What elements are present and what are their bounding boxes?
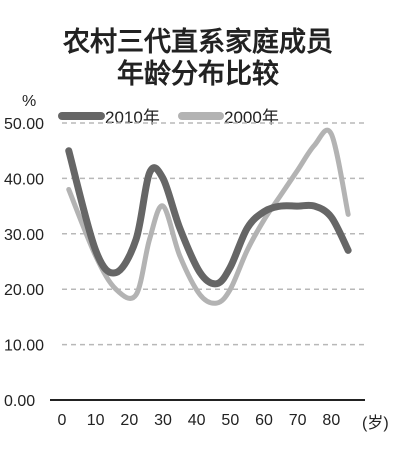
chart-title-line-1: 农村三代直系家庭成员: [62, 26, 333, 58]
legend-label-2000: 2000年: [224, 108, 279, 127]
x-tick-label: 30: [154, 412, 172, 429]
y-axis-ticks: 0.00 10.00 20.00 30.00 40.00 50.00: [4, 116, 44, 410]
x-tick-label: 20: [120, 412, 138, 429]
legend-label-2010: 2010年: [105, 108, 160, 127]
y-axis-unit-label: %: [22, 93, 36, 110]
x-tick-label: 50: [221, 412, 239, 429]
x-tick-label: 40: [188, 412, 206, 429]
x-axis-ticks: 0 10 20 30 40 50 60 70 80: [58, 412, 341, 429]
series-line-2000年: [66, 127, 351, 306]
y-tick-label: 40.00: [4, 171, 44, 188]
legend: 2010年 2000年: [58, 108, 279, 127]
gridlines: [62, 122, 365, 346]
chart-title-line-2: 年龄分布比较: [117, 58, 279, 90]
x-tick-label: 0: [58, 412, 67, 429]
y-tick-label: 20.00: [4, 282, 44, 299]
series-line-2010年: [65, 147, 352, 288]
y-tick-label: 50.00: [4, 116, 44, 133]
x-tick-label: 70: [289, 412, 307, 429]
y-tick-label: 30.00: [4, 227, 44, 244]
x-tick-label: 80: [322, 412, 340, 429]
y-tick-label: 0.00: [4, 393, 35, 410]
x-tick-label: 60: [255, 412, 273, 429]
x-axis-unit-label: (岁): [362, 414, 389, 432]
x-tick-label: 10: [87, 412, 105, 429]
series-lines: [65, 127, 352, 306]
y-tick-label: 10.00: [4, 338, 44, 355]
